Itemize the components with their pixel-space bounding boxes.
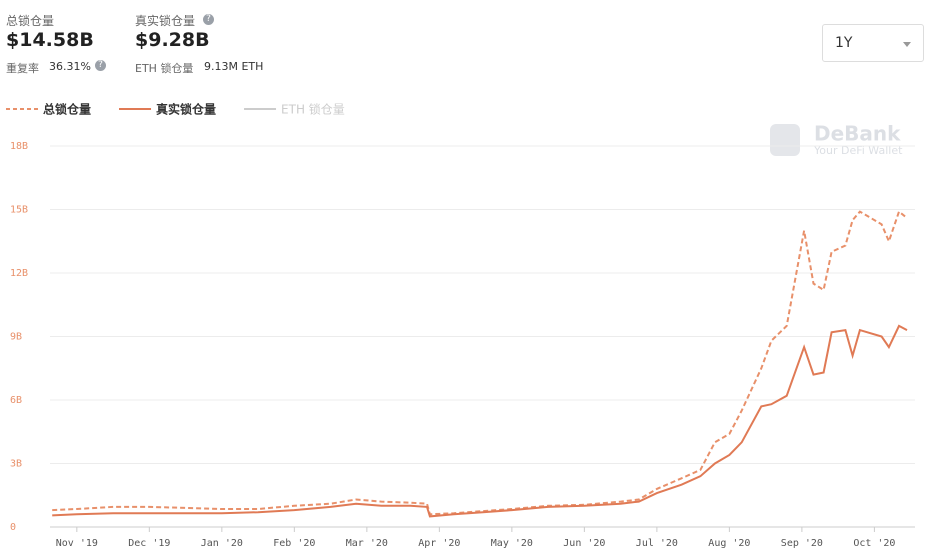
watermark-title: DeBank	[814, 122, 901, 146]
range-dropdown[interactable]: 1Y	[822, 24, 924, 62]
x-tick-label: Apr '20	[418, 538, 460, 549]
y-tick-label: 6B	[10, 395, 22, 406]
watermark-subtitle: Your DeFi Wallet	[813, 144, 903, 157]
help-icon[interactable]: ?	[95, 60, 106, 71]
real-value: $9.28B	[135, 29, 210, 51]
x-tick-label: Mar '20	[346, 538, 388, 549]
y-tick-label: 9B	[10, 332, 22, 343]
series-line	[52, 209, 908, 516]
y-tick-label: 0	[10, 522, 16, 533]
legend-label: 总锁仓量	[43, 102, 91, 117]
x-tick-label: Aug '20	[708, 538, 750, 549]
series-line	[52, 324, 908, 518]
x-tick-label: Feb '20	[273, 538, 315, 549]
x-tick-label: Dec '19	[128, 538, 170, 549]
y-tick-label: 18B	[10, 141, 28, 152]
watermark: DeBank Your DeFi Wallet	[770, 122, 903, 157]
x-tick-label: Nov '19	[56, 538, 98, 549]
dup-label: 重复率	[6, 62, 39, 75]
x-tick-label: Sep '20	[781, 538, 823, 549]
eth-label: ETH 锁仓量	[135, 62, 194, 75]
x-tick-label: Jan '20	[201, 538, 243, 549]
x-tick-label: May '20	[491, 538, 533, 549]
x-tick-label: Jun '20	[563, 538, 605, 549]
legend-label: ETH 锁仓量	[281, 102, 345, 117]
tvl-value: $14.58B	[6, 29, 94, 51]
logo	[770, 124, 800, 156]
help-icon[interactable]: ?	[203, 14, 214, 25]
tvl-label: 总锁仓量	[6, 14, 55, 28]
dup-value: 36.31%	[49, 60, 91, 73]
real-label: 真实锁仓量	[135, 14, 196, 28]
x-tick-label: Jul '20	[636, 538, 678, 549]
legend-label: 真实锁仓量	[156, 102, 216, 117]
range-value: 1Y	[835, 35, 853, 51]
x-tick-label: Oct '20	[853, 538, 895, 549]
y-tick-label: 12B	[10, 268, 28, 279]
caret	[903, 42, 911, 47]
y-tick-label: 3B	[10, 459, 22, 470]
y-tick-label: 15B	[10, 205, 28, 216]
eth-value: 9.13M ETH	[204, 60, 264, 73]
